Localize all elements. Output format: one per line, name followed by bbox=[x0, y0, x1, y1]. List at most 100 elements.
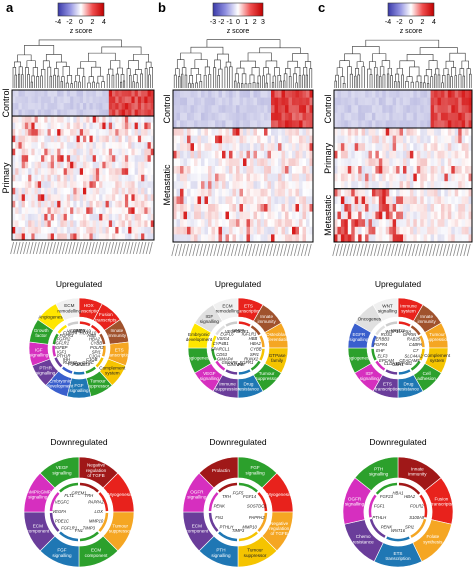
heatmap-cell bbox=[375, 166, 380, 174]
heatmap-cell bbox=[458, 181, 462, 190]
heatmap-cell bbox=[447, 143, 452, 152]
heatmap-cell bbox=[295, 196, 300, 205]
heatmap-cell bbox=[12, 135, 16, 143]
heatmap-cell bbox=[271, 181, 275, 190]
pathway-label: Immune system bbox=[400, 303, 417, 313]
heatmap-cell bbox=[53, 207, 58, 215]
heatmap-cell bbox=[92, 161, 97, 169]
heatmap-cell bbox=[34, 135, 39, 143]
pathway-label: ECM component bbox=[185, 524, 208, 534]
heatmap-cell bbox=[413, 120, 418, 129]
gene-label-mark bbox=[174, 243, 179, 257]
heatmap-cell bbox=[194, 204, 198, 212]
heatmap-cell bbox=[229, 211, 233, 220]
scale-label: z score bbox=[70, 28, 93, 35]
heatmap-cell bbox=[444, 105, 449, 114]
heatmap-cell bbox=[141, 96, 145, 104]
gene-label: MMP9 bbox=[73, 328, 86, 333]
heatmap-cell bbox=[57, 116, 61, 123]
heatmap-cell bbox=[24, 161, 29, 169]
heatmap-cell bbox=[396, 120, 400, 129]
heatmap-cell bbox=[225, 219, 230, 228]
heatmap-cell bbox=[416, 196, 421, 205]
heatmap-cell bbox=[465, 219, 469, 228]
heatmap-cell bbox=[34, 148, 39, 156]
gene-label: IGF1 bbox=[57, 350, 66, 355]
dendrogram-branch bbox=[191, 83, 194, 88]
heatmap-cell bbox=[53, 226, 58, 234]
pathway-label: Chemo resistance bbox=[353, 534, 374, 544]
heatmap-cell bbox=[121, 122, 126, 130]
heatmap-cell bbox=[243, 181, 247, 190]
heatmap-cell bbox=[351, 188, 355, 197]
heatmap-cell bbox=[121, 129, 126, 136]
dendrogram-branch bbox=[14, 74, 17, 88]
heatmap-cell bbox=[41, 103, 45, 110]
heatmap-cell bbox=[403, 158, 407, 167]
heatmap-cell bbox=[47, 129, 52, 136]
heatmap-cell bbox=[176, 204, 181, 212]
heatmap-cell bbox=[218, 188, 223, 197]
gene-label-mark bbox=[185, 243, 190, 257]
dendrogram-branch bbox=[237, 82, 240, 88]
heatmap-cell bbox=[306, 211, 310, 220]
pathway-label: Embryonic development bbox=[47, 378, 74, 388]
heatmap-cell bbox=[115, 103, 119, 110]
heatmap-cell bbox=[278, 234, 282, 243]
heatmap-cell bbox=[222, 90, 226, 98]
heatmap-cell bbox=[176, 188, 181, 197]
heatmap-cell bbox=[437, 196, 442, 205]
heatmap-cell bbox=[21, 148, 26, 156]
heatmap-cell bbox=[147, 194, 152, 202]
gene-label-mark bbox=[377, 243, 381, 257]
heatmap-cell bbox=[70, 103, 74, 110]
heatmap-cell bbox=[89, 233, 93, 241]
heatmap-cell bbox=[204, 143, 209, 152]
heatmap-cell bbox=[50, 96, 55, 104]
upregulated-title: Upregulated bbox=[56, 279, 103, 289]
inner-tick bbox=[215, 325, 226, 336]
heatmap-cell bbox=[15, 207, 19, 215]
heatmap-cell bbox=[89, 103, 93, 110]
heatmap-cell bbox=[137, 122, 142, 130]
heatmap-cell bbox=[208, 181, 212, 190]
heatmap-cell bbox=[271, 166, 275, 174]
heatmap-cell bbox=[86, 174, 90, 182]
dendrogram-branch bbox=[90, 66, 101, 77]
heatmap-cell bbox=[47, 142, 52, 149]
heatmap-cell bbox=[204, 90, 209, 98]
dendrogram-branch bbox=[340, 76, 345, 88]
heatmap-cell bbox=[385, 204, 390, 212]
heatmap-cell bbox=[187, 128, 191, 136]
heatmap-cell bbox=[92, 155, 97, 163]
heatmap-cell bbox=[236, 112, 240, 121]
heatmap-cell bbox=[246, 234, 251, 243]
heatmap-cell bbox=[285, 226, 289, 235]
heatmap-cell bbox=[28, 207, 32, 215]
heatmap-cell bbox=[351, 181, 355, 190]
heatmap-cell bbox=[468, 226, 473, 235]
heatmap-cell bbox=[454, 166, 459, 174]
heatmap-cell bbox=[454, 158, 459, 167]
heatmap-cell bbox=[124, 90, 129, 97]
heatmap-cell bbox=[371, 234, 376, 243]
heatmap-cell bbox=[34, 181, 39, 189]
gene-label: EHF bbox=[376, 348, 385, 353]
gene-label-mark bbox=[209, 243, 214, 257]
gene-label-mark bbox=[206, 243, 211, 257]
heatmap-cell bbox=[57, 129, 61, 136]
heatmap-cell bbox=[334, 128, 338, 136]
heatmap-cell bbox=[337, 204, 342, 212]
heatmap-cell bbox=[99, 109, 103, 117]
gene-label: GIMAP4 bbox=[217, 357, 233, 362]
heatmap-cell bbox=[176, 135, 181, 144]
gene-label: PENK bbox=[381, 524, 393, 529]
heatmap-cell bbox=[451, 150, 456, 159]
heatmap-cell bbox=[413, 188, 418, 197]
heatmap-cell bbox=[302, 105, 307, 114]
heatmap-cell bbox=[271, 219, 275, 228]
gene-label-mark bbox=[19, 241, 24, 255]
gene-label-mark bbox=[87, 241, 92, 255]
heatmap-cell bbox=[420, 112, 424, 121]
heatmap-cell bbox=[437, 158, 442, 167]
